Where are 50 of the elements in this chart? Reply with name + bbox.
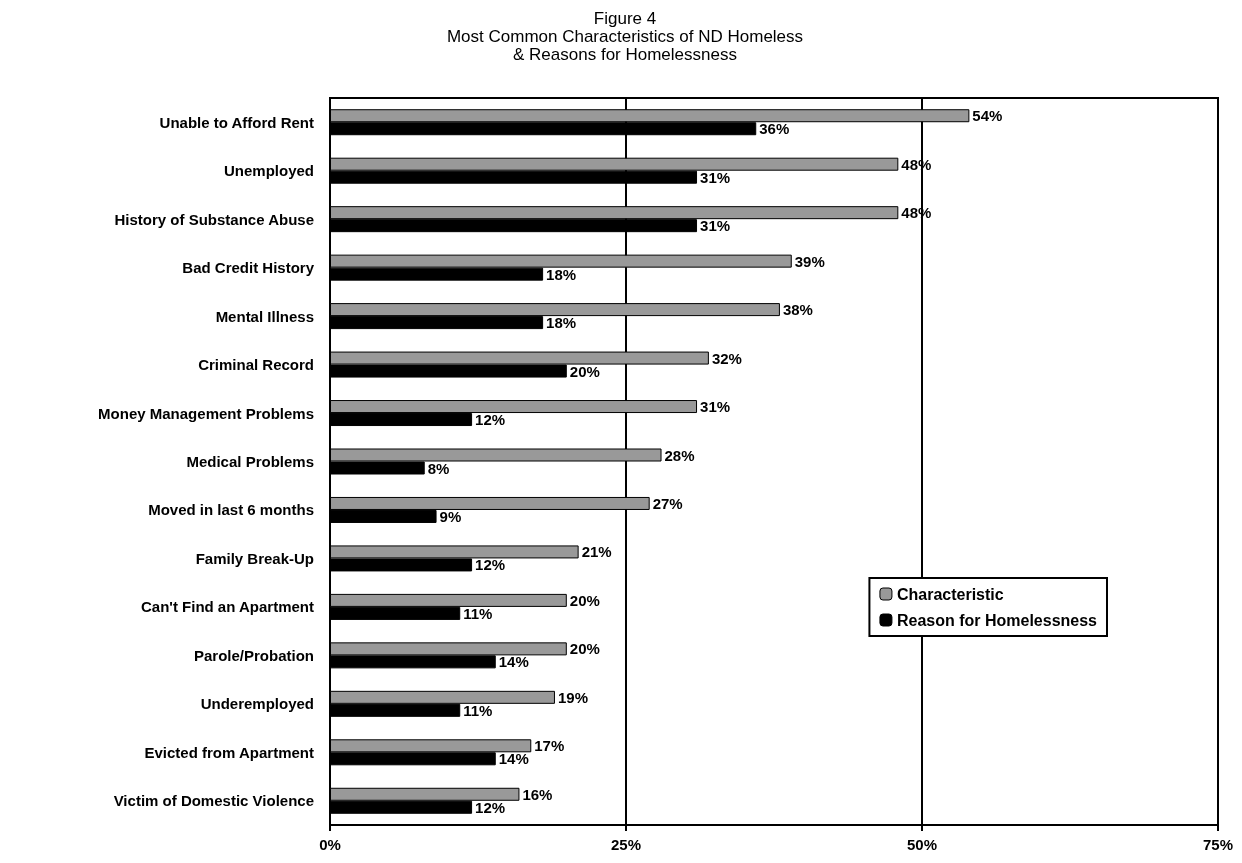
x-tick-label: 75%	[1202, 836, 1234, 853]
data-label: 19%	[557, 688, 588, 706]
data-label: 36%	[759, 120, 790, 138]
y-tick-label: Criminal Record	[198, 356, 314, 374]
data-label: 31%	[700, 398, 731, 416]
data-label: 16%	[522, 785, 553, 803]
data-label: 20%	[569, 591, 600, 609]
data-label: 12%	[475, 556, 506, 574]
data-label: 8%	[427, 459, 450, 477]
data-label: 21%	[581, 543, 612, 561]
data-label: 18%	[546, 265, 577, 283]
data-label: 17%	[534, 737, 565, 755]
data-label: 9%	[439, 507, 462, 525]
y-tick-label: Bad Credit History	[182, 259, 315, 277]
data-label: 39%	[794, 252, 825, 270]
y-tick-label: Evicted from Apartment	[144, 743, 314, 761]
legend-label: Characteristic	[896, 585, 1004, 603]
data-label: 12%	[475, 411, 506, 429]
y-tick-label: Victim of Domestic Violence	[113, 792, 314, 810]
data-label: 28%	[664, 446, 695, 464]
data-label: 11%	[463, 604, 493, 622]
data-label: 14%	[498, 653, 529, 671]
y-tick-label: Medical Problems	[186, 453, 314, 470]
y-tick-label: Can't Find an Apartment	[140, 598, 314, 616]
data-label: 11%	[463, 701, 493, 719]
legend-label: Reason for Homelessness	[896, 611, 1098, 629]
data-label: 32%	[711, 349, 742, 367]
chart-title: Figure 4 Most Common Characteristics of ND Homeless & Reasons for Homelessness	[446, 8, 804, 64]
data-label: 31%	[700, 217, 731, 235]
data-label: 54%	[972, 107, 1003, 125]
data-label: 38%	[782, 301, 813, 319]
x-tick-label: 50%	[906, 836, 938, 853]
y-tick-label: Moved in last 6 months	[148, 501, 314, 519]
x-tick-label: 0%	[319, 836, 341, 853]
y-tick-label: Unemployed	[223, 162, 314, 180]
y-tick-label: Family Break-Up	[195, 549, 314, 567]
data-label: 14%	[498, 750, 529, 768]
data-label: 31%	[700, 168, 731, 186]
y-tick-label: Parole/Probation	[193, 646, 314, 664]
data-label: 12%	[475, 798, 506, 816]
y-tick-label: Underemployed	[200, 695, 314, 713]
x-tick-label: 25%	[610, 836, 642, 853]
y-tick-label: History of Substance Abuse	[114, 210, 314, 228]
data-label: 20%	[569, 362, 600, 380]
data-label: 27%	[652, 494, 683, 512]
y-tick-label: Money Management Problems	[98, 404, 314, 422]
y-tick-label: Mental Illness	[215, 307, 314, 325]
y-tick-label: Unable to Afford Rent	[159, 113, 314, 131]
data-label: 20%	[569, 640, 600, 658]
data-label: 18%	[546, 314, 577, 332]
